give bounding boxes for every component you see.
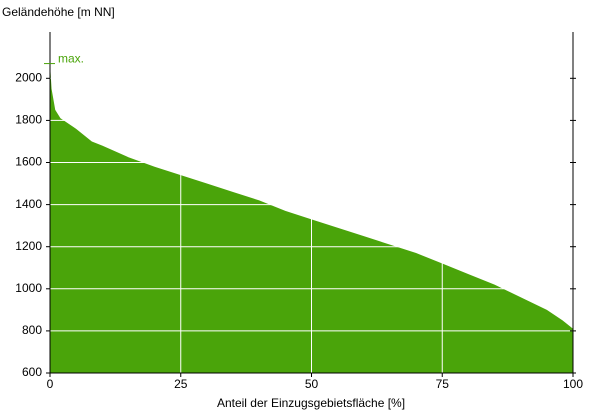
y-tick-label: 800: [22, 323, 42, 337]
x-tick-label: 75: [436, 377, 450, 391]
y-tick-label: 1400: [15, 197, 42, 211]
y-tick-label: 600: [22, 365, 42, 379]
x-tick-label: 25: [174, 377, 188, 391]
y-tick-label: 1800: [15, 113, 42, 127]
x-axis-label: Anteil der Einzugsgebietsfläche [%]: [217, 396, 405, 410]
y-tick-label: 1000: [15, 281, 42, 295]
max-label: max.: [58, 52, 84, 66]
x-tick-label: 0: [47, 377, 54, 391]
y-tick-label: 1200: [15, 239, 42, 253]
y-tick-label: 2000: [15, 70, 42, 84]
y-tick-label: 1600: [15, 155, 42, 169]
x-tick-label: 100: [563, 377, 583, 391]
y-axis-label: Geländehöhe [m NN]: [2, 5, 115, 19]
x-tick-label: 50: [305, 377, 319, 391]
